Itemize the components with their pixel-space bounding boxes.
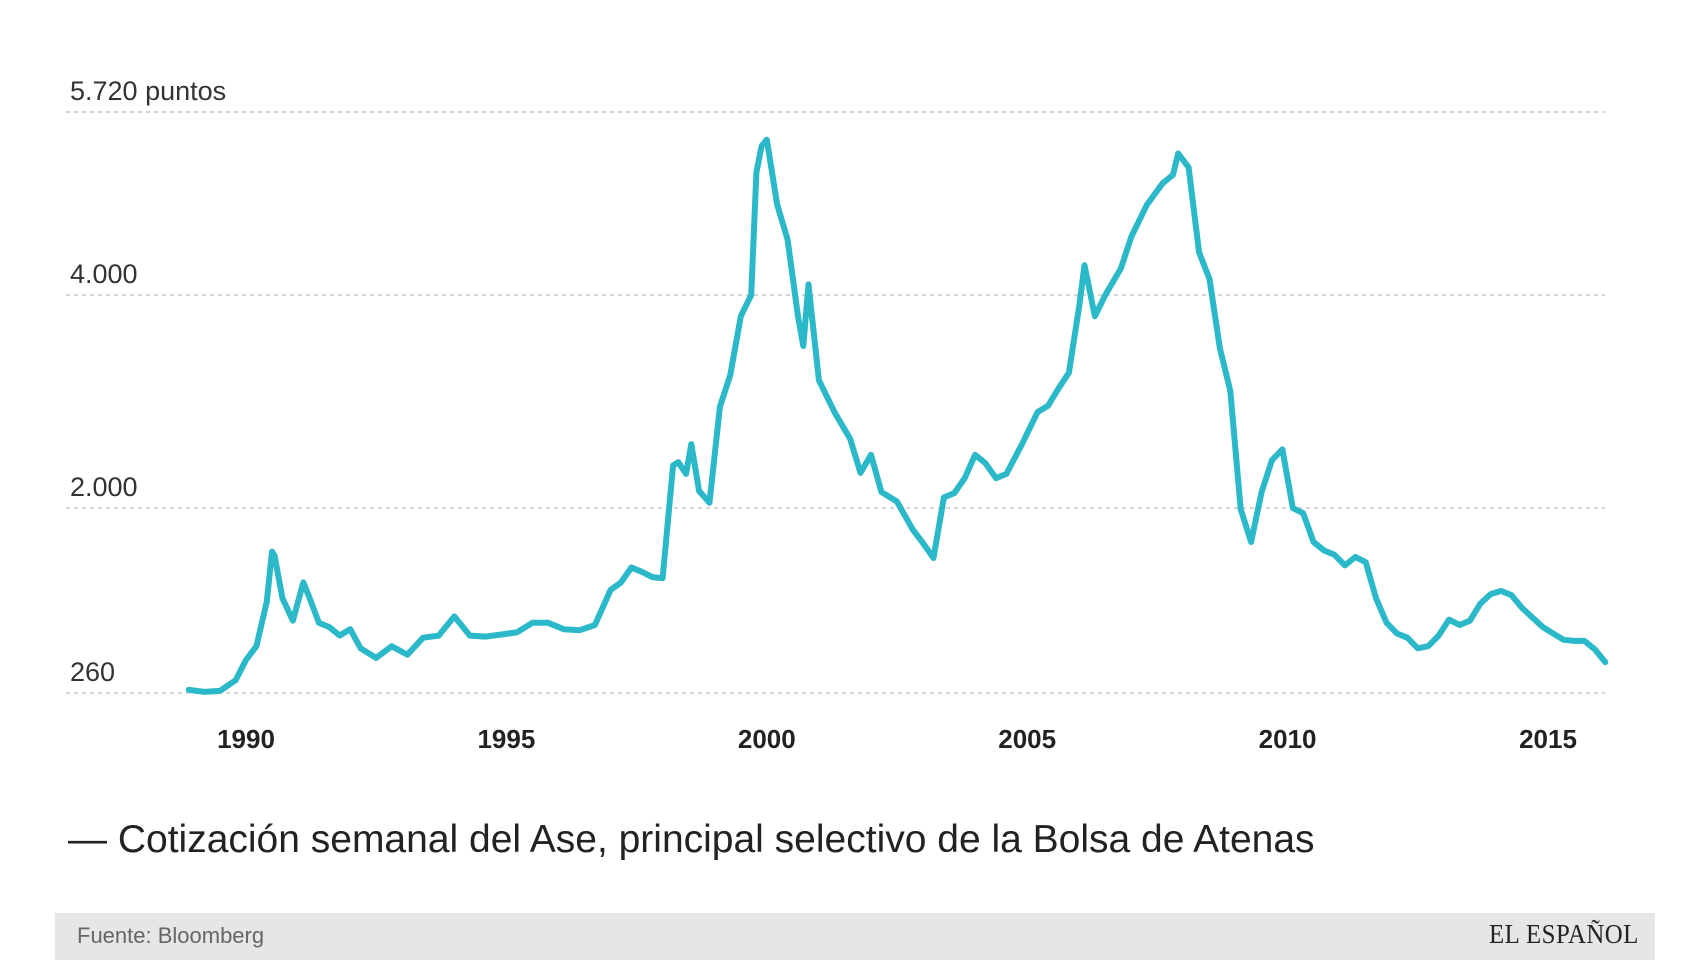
series-line [185, 136, 1609, 695]
x-tick-label: 2015 [1519, 724, 1577, 754]
gridlines [66, 111, 1605, 694]
x-tick-label: 2005 [998, 724, 1056, 754]
x-tick-label: 2010 [1259, 724, 1317, 754]
y-tick-label: 260 [70, 657, 115, 687]
y-tick-label: 4.000 [70, 259, 138, 289]
line-chart: 260 2.000 4.000 5.720 puntos 1990 1995 2000 20… [66, 76, 1609, 754]
footer-bar: Fuente: Bloomberg EL ESPAÑOL [55, 913, 1655, 960]
x-tick-label: 1990 [217, 724, 275, 754]
legend-entry: — Cotización semanal del Ase, principal … [68, 818, 1315, 861]
x-axis-ticks: 1990 1995 2000 2005 2010 2015 [217, 724, 1577, 754]
x-tick-label: 1995 [477, 724, 535, 754]
x-tick-label: 2000 [738, 724, 796, 754]
brand-logo: EL ESPAÑOL [1489, 919, 1639, 949]
y-tick-label: 5.720 puntos [70, 76, 226, 106]
source-note: Fuente: Bloomberg [77, 923, 265, 948]
y-axis-ticks: 260 2.000 4.000 5.720 puntos [70, 76, 226, 687]
y-tick-label: 2.000 [70, 472, 138, 502]
